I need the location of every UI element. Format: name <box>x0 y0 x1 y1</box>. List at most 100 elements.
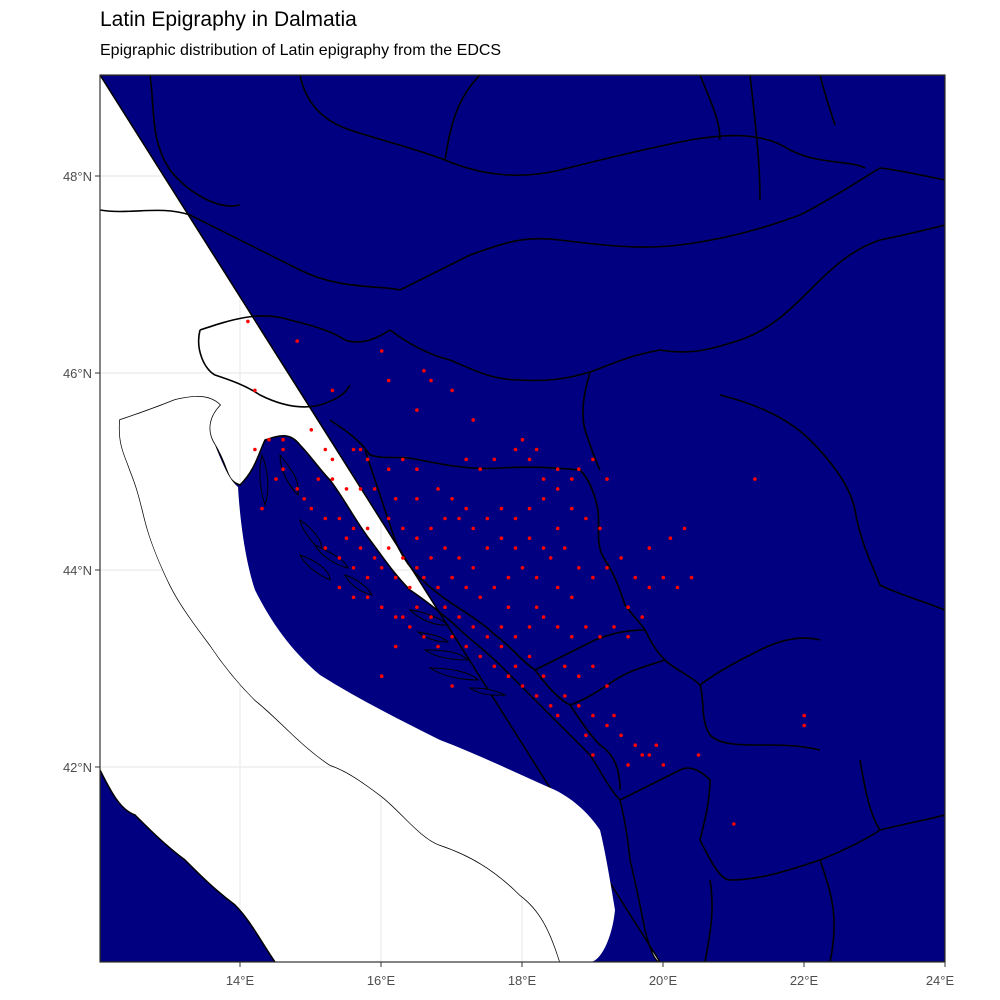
inscription-point <box>323 546 328 550</box>
inscription-point <box>513 447 518 452</box>
inscription-point <box>640 753 644 757</box>
inscription-point <box>365 575 370 580</box>
inscription-point <box>534 575 539 580</box>
inscription-point <box>443 546 447 550</box>
y-tick-label: 46°N <box>63 366 92 381</box>
inscription-point <box>485 546 490 550</box>
y-tick-label: 42°N <box>63 760 92 775</box>
x-tick-label: 18°E <box>508 973 537 988</box>
inscription-point <box>415 536 419 540</box>
inscription-point <box>323 447 328 452</box>
inscription-point <box>527 625 532 629</box>
inscription-point <box>577 566 581 570</box>
inscription-point <box>570 635 574 639</box>
inscription-point <box>732 822 736 826</box>
inscription-point <box>555 487 560 491</box>
inscription-point <box>337 556 342 560</box>
inscription-point <box>471 566 476 570</box>
inscription-point <box>605 723 609 728</box>
inscription-point <box>492 457 497 462</box>
epigraphy-points <box>246 319 806 826</box>
inscription-point <box>598 526 602 531</box>
inscription-point <box>605 477 609 481</box>
inscription-point <box>612 713 616 718</box>
inscription-point <box>295 487 300 491</box>
inscription-point <box>429 526 433 531</box>
inscription-point <box>429 615 433 619</box>
inscription-point <box>323 516 328 521</box>
inscription-point <box>281 437 285 442</box>
inscription-point <box>443 516 447 521</box>
inscription-point <box>520 437 525 442</box>
inscription-point <box>443 605 447 609</box>
inscription-point <box>802 713 806 718</box>
inscription-point <box>654 743 659 747</box>
inscription-point <box>408 585 412 590</box>
inscription-point <box>527 506 532 511</box>
inscription-point <box>577 674 581 678</box>
x-axis <box>239 962 946 967</box>
inscription-point <box>541 477 546 481</box>
inscription-point <box>422 575 426 580</box>
inscription-point <box>337 585 342 590</box>
inscription-point <box>372 487 377 491</box>
inscription-point <box>422 368 426 373</box>
inscription-point <box>668 536 673 540</box>
inscription-point <box>330 477 335 481</box>
inscription-point <box>591 575 595 580</box>
inscription-point <box>541 674 546 678</box>
inscription-point <box>393 615 398 619</box>
inscription-point <box>527 536 532 540</box>
inscription-point <box>365 457 370 462</box>
inscription-point <box>330 388 335 393</box>
islands <box>259 453 507 696</box>
inscription-point <box>605 684 609 688</box>
x-tick-label: 20°E <box>649 973 678 988</box>
inscription-point <box>436 487 440 491</box>
inscription-point <box>253 447 257 452</box>
inscription-point <box>386 546 391 550</box>
inscription-point <box>541 615 546 619</box>
inscription-point <box>457 516 461 521</box>
inscription-point <box>415 467 419 472</box>
inscription-point <box>450 635 454 639</box>
inscription-point <box>379 566 384 570</box>
inscription-point <box>591 753 595 757</box>
inscription-point <box>393 497 398 501</box>
inscription-point <box>422 635 426 639</box>
inscription-point <box>640 615 644 619</box>
inscription-point <box>302 497 307 501</box>
inscription-point <box>379 605 384 609</box>
map-subtitle: Epigraphic distribution of Latin epigrap… <box>100 42 502 59</box>
inscription-point <box>647 585 652 590</box>
inscription-point <box>464 585 469 590</box>
inscription-point <box>577 467 581 472</box>
inscription-point <box>351 595 356 600</box>
inscription-point <box>584 625 588 629</box>
inscription-point <box>372 556 377 560</box>
inscription-point <box>753 477 757 481</box>
inscription-point <box>415 497 419 501</box>
inscription-point <box>351 447 356 452</box>
inscription-point <box>520 684 525 688</box>
inscription-point <box>499 644 504 649</box>
inscription-point <box>555 585 560 590</box>
inscription-point <box>506 605 511 609</box>
inscription-point <box>415 566 419 570</box>
inscription-point <box>541 546 546 550</box>
inscription-point <box>450 684 454 688</box>
inscription-point <box>478 467 483 472</box>
inscription-point <box>330 457 335 462</box>
inscription-point <box>358 487 363 491</box>
inscription-point <box>626 605 630 609</box>
inscription-point <box>309 428 314 432</box>
inscription-point <box>386 378 391 383</box>
inscription-point <box>570 477 574 481</box>
inscription-point <box>548 556 553 560</box>
inscription-point <box>647 753 652 757</box>
inscription-point <box>246 319 250 324</box>
inscription-point <box>584 516 588 521</box>
y-tick-label: 48°N <box>63 169 92 184</box>
inscription-point <box>527 457 532 462</box>
inscription-point <box>450 388 454 393</box>
